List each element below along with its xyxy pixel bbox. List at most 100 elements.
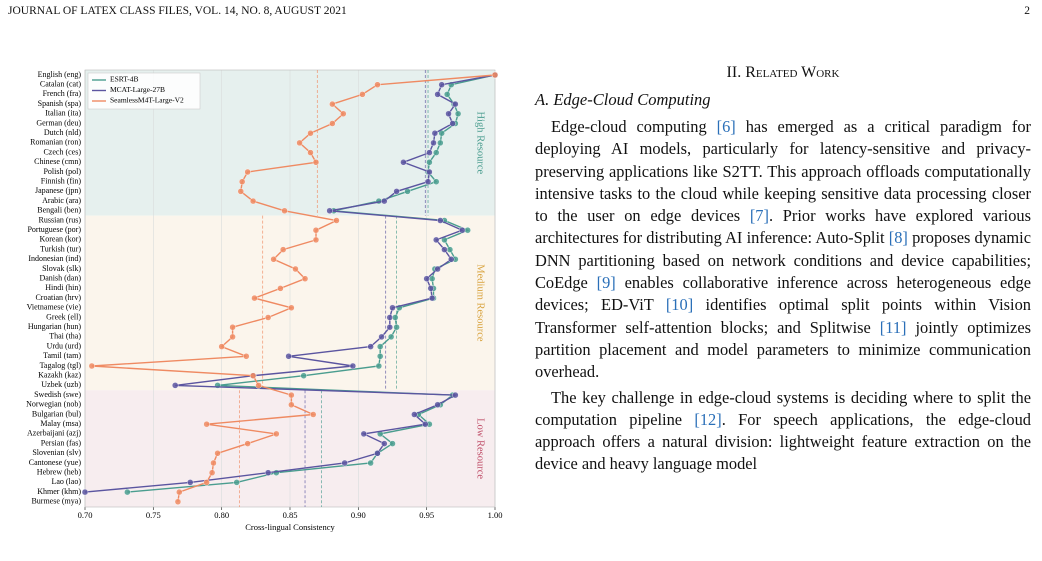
category-label: Thai (tha) [49,332,81,341]
data-point [237,188,245,195]
paragraph: The key challenge in edge-cloud systems … [535,387,1031,474]
data-point [411,411,418,418]
legend-box [87,72,201,110]
category-label: English (eng) [38,70,82,79]
category-label: Persian (fas) [41,438,82,447]
data-point [426,149,433,156]
data-point [81,488,89,496]
x-tick-label: 0.95 [419,510,434,520]
section-heading: II. Related Work [726,64,840,81]
category-label: Catalan (cat) [40,80,81,89]
data-point [349,362,357,370]
data-point [312,159,320,166]
data-point [430,139,437,147]
data-point [187,479,194,486]
data-point [422,421,429,428]
data-point [214,450,221,457]
data-point [400,159,407,166]
data-point [491,71,499,79]
data-point [367,459,374,467]
category-label: Romanian (ron) [30,138,81,147]
category-label: Malay (msa) [40,419,81,428]
data-point [448,256,455,263]
data-point [341,459,348,467]
category-label: Swedish (swe) [34,390,81,399]
data-point [285,353,292,360]
data-point [288,401,295,408]
data-point [233,479,240,486]
legend-label: SeamlessM4T-Large-V2 [110,96,184,105]
category-label: Polish (pol) [43,167,81,176]
category-label: Korean (kor) [39,235,81,244]
category-label: Czech (ces) [43,147,81,156]
data-point [174,498,182,505]
data-point [288,391,295,399]
data-point [307,149,314,156]
category-label: German (deu) [36,118,81,127]
data-point [438,81,445,88]
data-point [238,178,246,185]
data-point [386,314,393,321]
category-label: Tamil (tam) [43,351,81,360]
data-point [244,168,251,176]
data-point [208,469,216,476]
data-point [374,450,381,457]
data-point [203,421,210,428]
data-point [171,382,179,389]
data-point [393,188,400,195]
data-point [218,343,225,350]
data-point [452,100,459,108]
data-point [377,353,384,360]
data-point [423,275,430,282]
data-point [360,430,367,438]
data-point [443,91,451,98]
data-point [281,207,288,215]
data-point [426,168,433,176]
category-label: Chinese (cmn) [34,157,81,166]
data-point [229,324,236,331]
data-point [307,129,314,137]
data-point [264,469,272,476]
data-point [270,256,277,263]
data-point [386,324,393,331]
subsection-heading: A. Edge-Cloud Computing [535,90,711,109]
data-point [375,362,383,370]
data-point [426,159,433,166]
region-label: High Resource [475,111,486,174]
category-label: Bengali (ben) [37,206,81,215]
category-label: Spanish (spa) [38,99,82,108]
chart: High Resource Medium Resource Low Resource… [26,69,502,532]
data-point [434,401,441,408]
x-tick-label: 0.75 [146,510,161,520]
data-point [312,236,320,244]
data-point [431,129,439,137]
category-label: Slovenian (slv) [32,448,81,457]
data-point [273,430,280,438]
running-header: JOURNAL OF LATEX CLASS FILES, VOL. 14, N… [8,5,347,17]
data-point [454,110,462,118]
category-label: Danish (dan) [39,274,81,283]
data-point [389,304,396,311]
category-label: Bulgarian (bul) [32,409,81,418]
category-label: Uzbek (uzb) [41,380,81,389]
data-point [255,382,262,389]
category-label: Lao (lao) [51,477,81,486]
category-label: Urdu (urd) [47,341,82,350]
category-label: Kazakh (kaz) [38,371,81,380]
category-label: Portuguese (por) [27,225,81,234]
data-point [392,314,399,321]
data-point [203,479,210,486]
data-point [249,197,257,205]
category-label: Finnish (fin) [41,177,82,186]
data-point [301,275,309,282]
category-label: Turkish (tur) [40,244,81,253]
x-tick-label: 0.90 [351,510,366,520]
data-point [377,343,384,350]
region-label: Medium Resource [475,264,486,342]
x-tick-label: 0.80 [214,510,229,520]
data-point [264,314,272,321]
data-point [359,91,366,98]
data-point [433,178,440,185]
data-point [300,372,307,379]
